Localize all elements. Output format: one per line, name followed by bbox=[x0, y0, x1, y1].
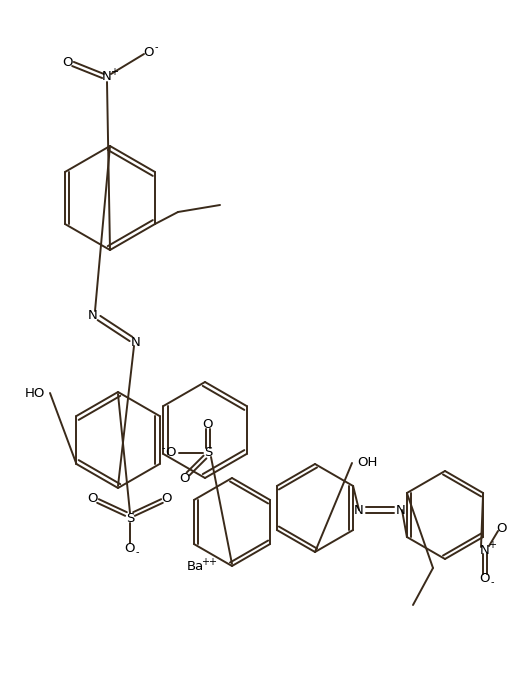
Text: O: O bbox=[161, 492, 172, 504]
Text: O: O bbox=[165, 447, 176, 460]
Text: -: - bbox=[135, 547, 138, 557]
Text: S: S bbox=[126, 511, 134, 525]
Text: Ba: Ba bbox=[186, 561, 203, 574]
Text: O: O bbox=[179, 471, 190, 485]
Text: N: N bbox=[102, 70, 111, 83]
Text: N: N bbox=[353, 504, 363, 517]
Text: ++: ++ bbox=[201, 557, 216, 567]
Text: O: O bbox=[144, 45, 154, 58]
Text: -: - bbox=[154, 42, 157, 52]
Text: O: O bbox=[203, 418, 213, 431]
Text: S: S bbox=[204, 447, 212, 460]
Text: N: N bbox=[479, 544, 489, 557]
Text: HO: HO bbox=[24, 386, 45, 399]
Text: OH: OH bbox=[356, 456, 377, 469]
Text: O: O bbox=[88, 492, 98, 504]
Text: O: O bbox=[496, 521, 506, 534]
Text: N: N bbox=[395, 504, 405, 517]
Text: O: O bbox=[63, 56, 73, 68]
Text: O: O bbox=[125, 542, 135, 555]
Text: +: + bbox=[110, 67, 118, 77]
Text: -: - bbox=[161, 443, 164, 453]
Text: O: O bbox=[479, 572, 489, 584]
Text: +: + bbox=[487, 540, 495, 550]
Text: N: N bbox=[131, 336, 140, 348]
Text: N: N bbox=[88, 308, 98, 321]
Text: -: - bbox=[489, 577, 493, 587]
